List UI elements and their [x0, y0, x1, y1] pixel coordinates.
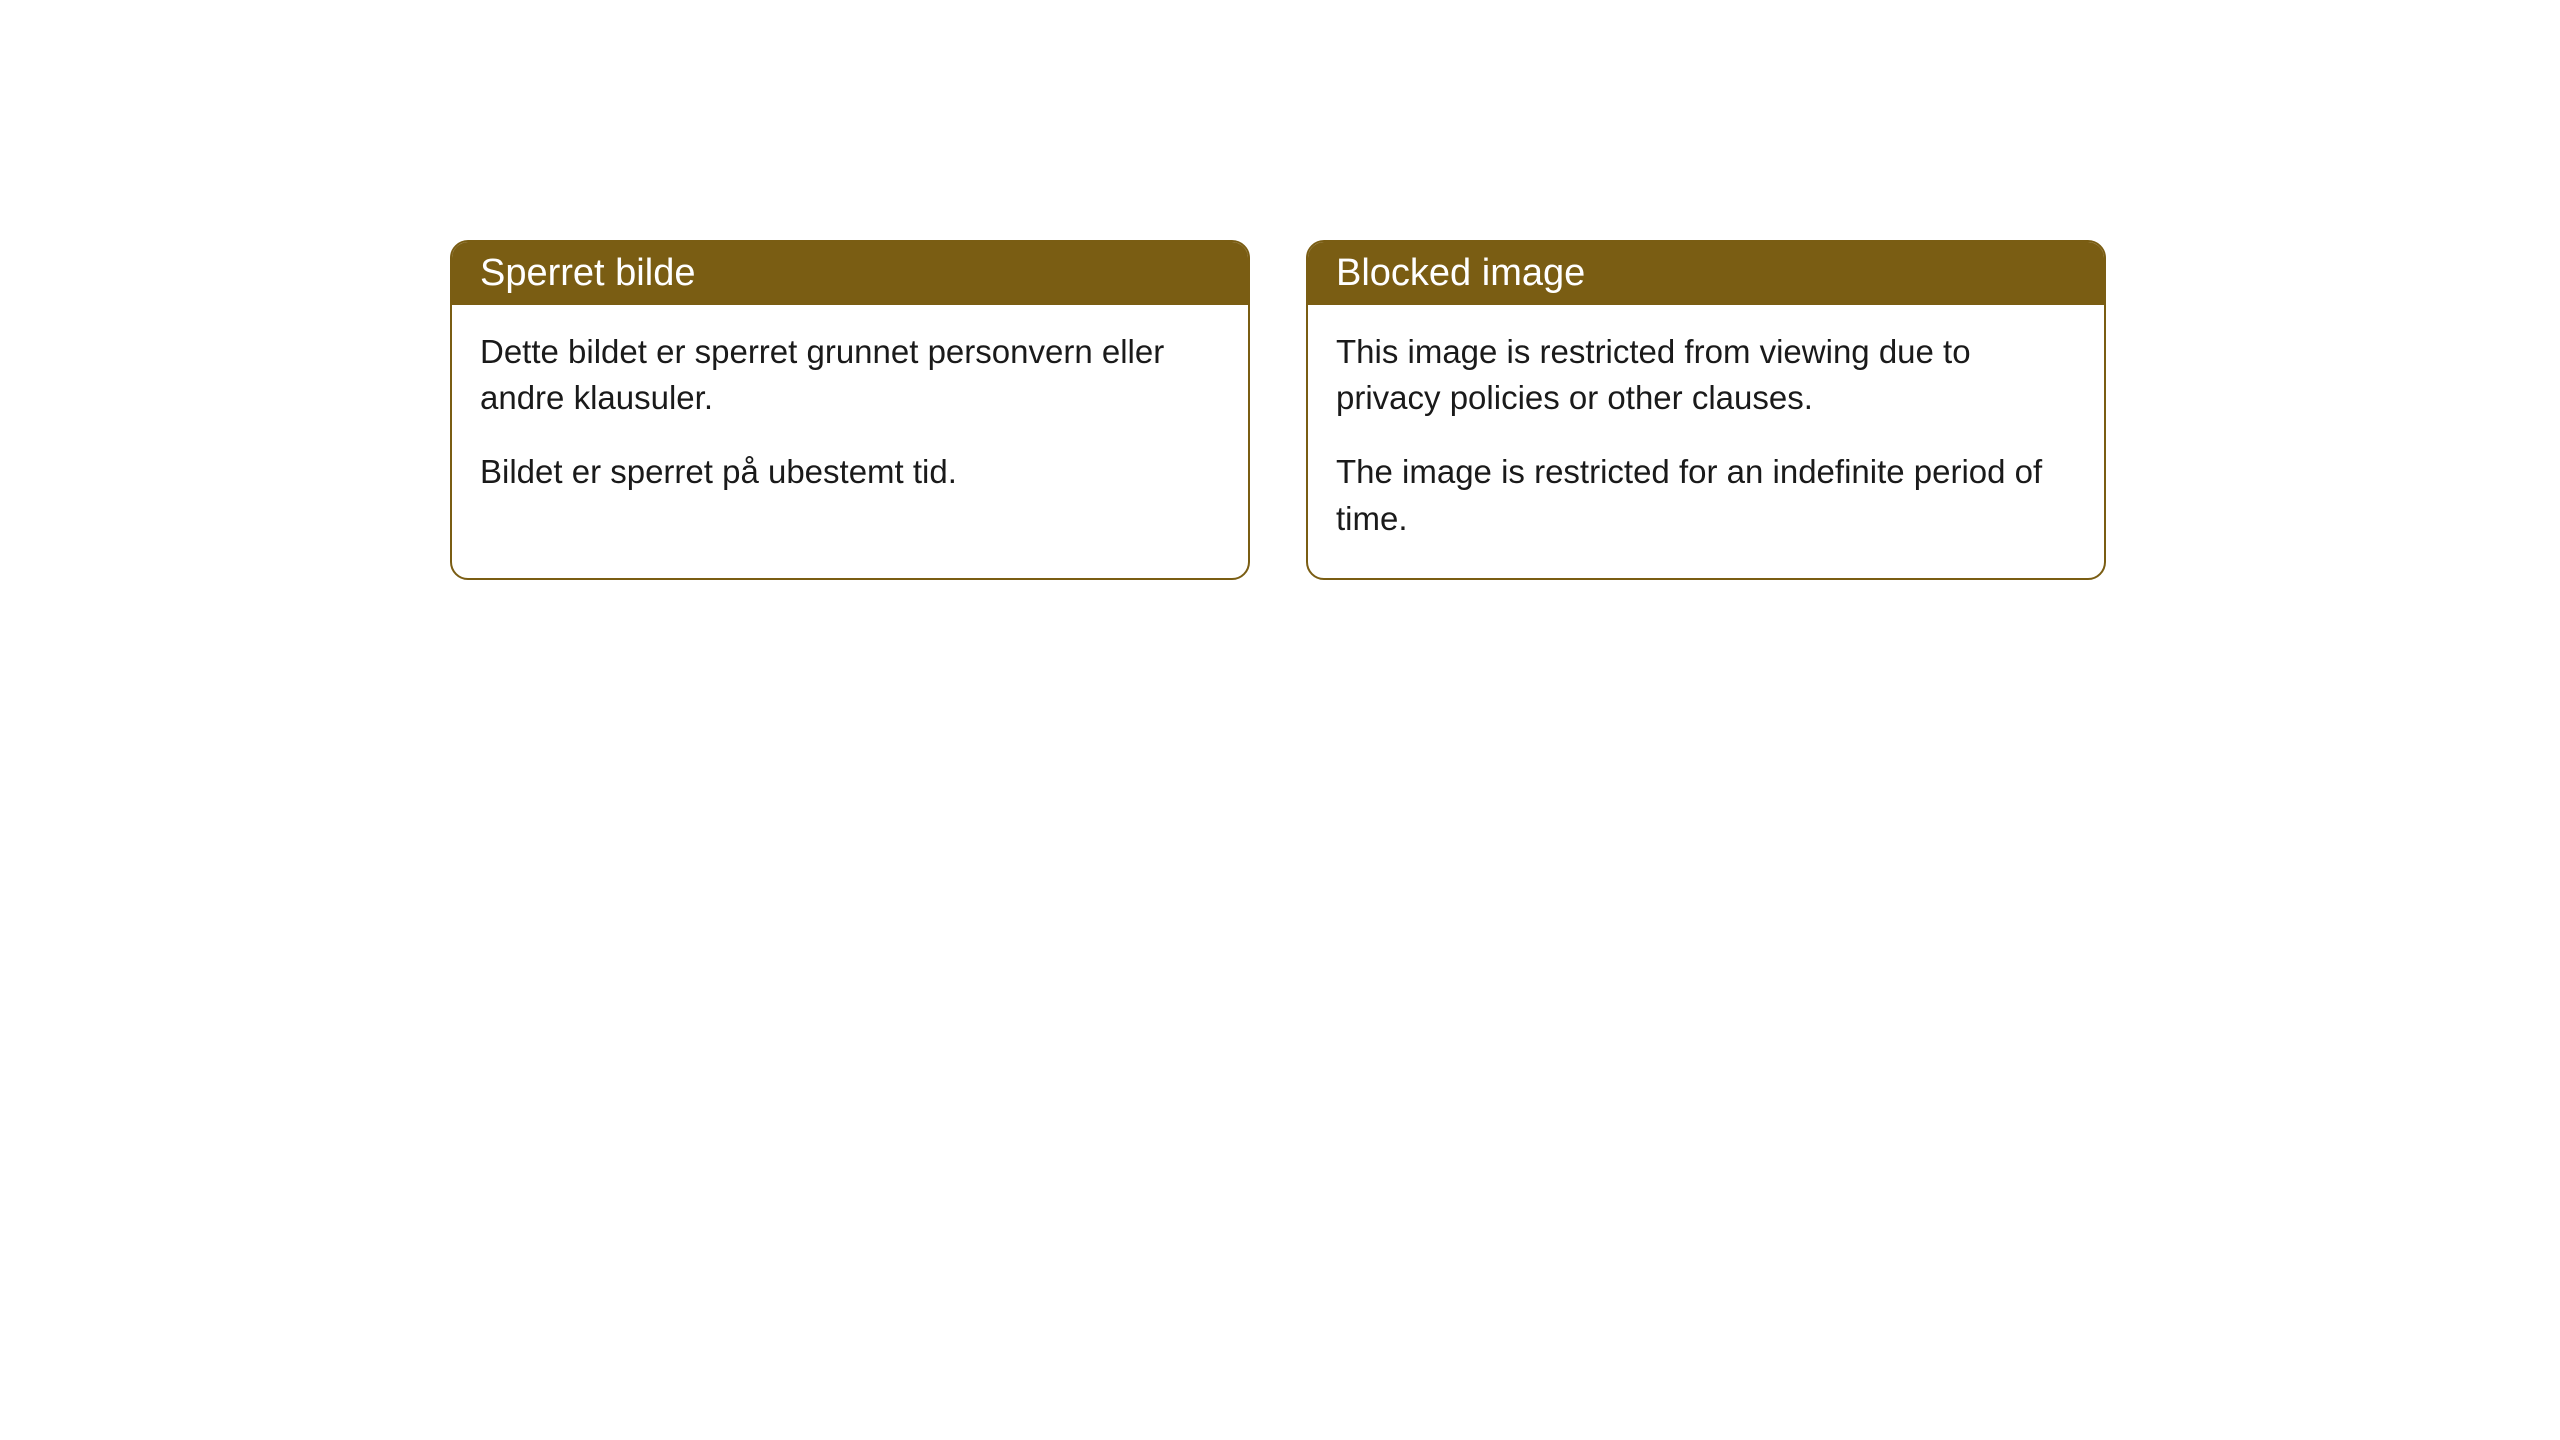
card-paragraph-2-norwegian: Bildet er sperret på ubestemt tid.: [480, 449, 1220, 495]
card-header-english: Blocked image: [1308, 242, 2104, 305]
card-paragraph-1-norwegian: Dette bildet er sperret grunnet personve…: [480, 329, 1220, 421]
card-paragraph-2-english: The image is restricted for an indefinit…: [1336, 449, 2076, 541]
card-title-english: Blocked image: [1336, 252, 1585, 294]
blocked-image-card-norwegian: Sperret bilde Dette bildet er sperret gr…: [450, 240, 1250, 580]
blocked-image-card-english: Blocked image This image is restricted f…: [1306, 240, 2106, 580]
card-header-norwegian: Sperret bilde: [452, 242, 1248, 305]
card-paragraph-1-english: This image is restricted from viewing du…: [1336, 329, 2076, 421]
card-body-english: This image is restricted from viewing du…: [1308, 305, 2104, 578]
notice-cards-container: Sperret bilde Dette bildet er sperret gr…: [450, 240, 2110, 580]
card-body-norwegian: Dette bildet er sperret grunnet personve…: [452, 305, 1248, 532]
card-title-norwegian: Sperret bilde: [480, 252, 695, 294]
